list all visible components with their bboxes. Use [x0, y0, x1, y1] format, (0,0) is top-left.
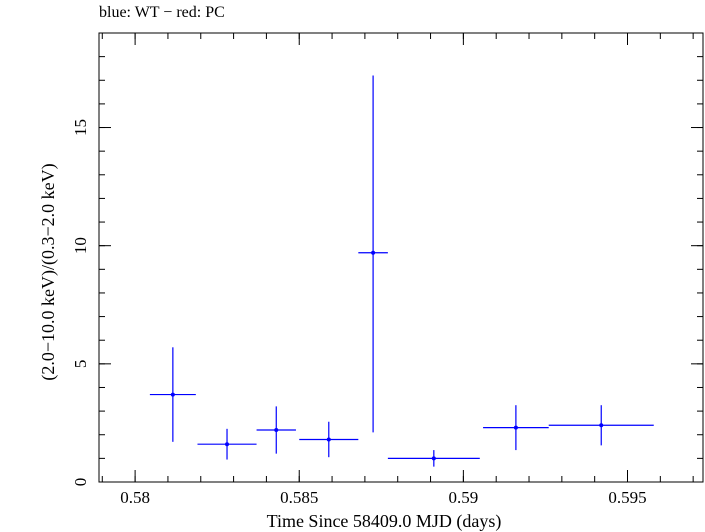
- axes: [98, 32, 704, 483]
- y-tick-label: 0: [71, 478, 90, 487]
- plot-frame: [98, 32, 704, 483]
- x-tick-label: 0.585: [280, 488, 318, 507]
- point-marker: [326, 437, 331, 442]
- data-points: [149, 75, 654, 467]
- data-point: [149, 347, 196, 442]
- y-tick-label: 5: [71, 360, 90, 369]
- x-axis-label: Time Since 58409.0 MJD (days): [267, 511, 502, 532]
- point-marker: [170, 392, 175, 397]
- point-marker: [371, 250, 376, 255]
- point-marker: [431, 456, 436, 461]
- data-point: [299, 421, 359, 458]
- point-marker: [274, 428, 279, 433]
- data-point: [387, 450, 480, 467]
- data-point: [358, 75, 388, 433]
- x-tick-label: 0.59: [448, 488, 478, 507]
- chart-title: blue: WT − red: PC: [99, 4, 225, 21]
- ticks: 0.58 0.585 0.59 0.595 0 5 10 15: [71, 32, 703, 507]
- y-tick-label: 10: [71, 237, 90, 254]
- y-tick-label: 15: [71, 119, 90, 136]
- x-tick-label: 0.58: [120, 488, 150, 507]
- data-point: [483, 405, 549, 451]
- x-tick-label: 0.595: [608, 488, 646, 507]
- data-point: [548, 405, 654, 446]
- point-marker: [513, 425, 518, 430]
- point-marker: [225, 442, 230, 447]
- point-marker: [599, 423, 604, 428]
- data-point: [197, 428, 257, 460]
- y-axis-label: (2.0−10.0 keV)/(0.3−2.0 keV): [38, 163, 59, 380]
- data-point: [256, 406, 296, 454]
